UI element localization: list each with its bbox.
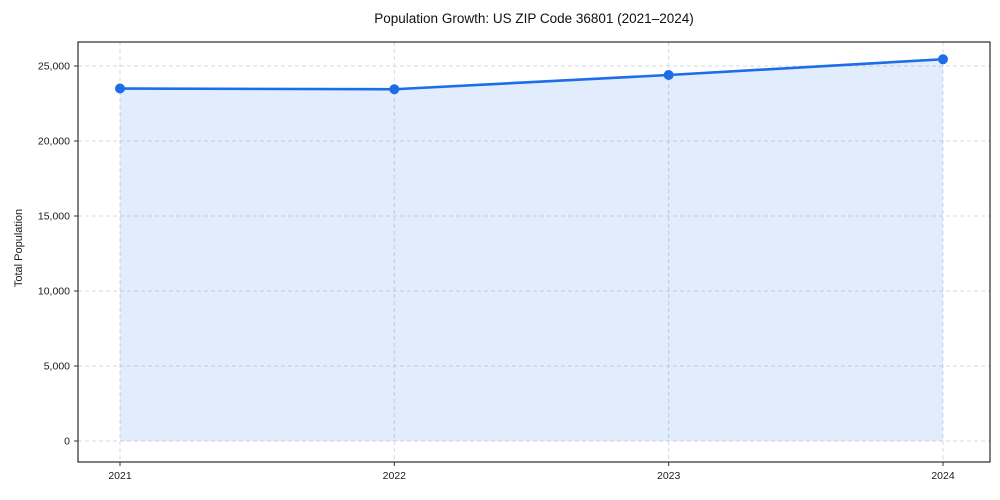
y-tick-label: 25,000 <box>38 61 70 73</box>
y-tick-label: 15,000 <box>38 211 70 223</box>
x-tick-label: 2024 <box>931 470 955 482</box>
y-tick-label: 0 <box>64 436 70 448</box>
y-tick-label: 20,000 <box>38 136 70 148</box>
plot-border <box>77 41 991 463</box>
data-point <box>389 84 400 95</box>
y-tick-label: 10,000 <box>38 286 70 298</box>
y-tick-label: 5,000 <box>44 361 70 373</box>
chart-title: Population Growth: US ZIP Code 36801 (20… <box>374 11 694 26</box>
x-tick-label: 2022 <box>383 470 407 482</box>
data-point <box>937 54 948 65</box>
area-fill <box>120 59 943 441</box>
x-tick-label: 2023 <box>657 470 681 482</box>
x-tick-label: 2021 <box>108 470 132 482</box>
data-point <box>115 83 125 94</box>
data-point <box>663 70 674 80</box>
data-line <box>118 57 945 91</box>
